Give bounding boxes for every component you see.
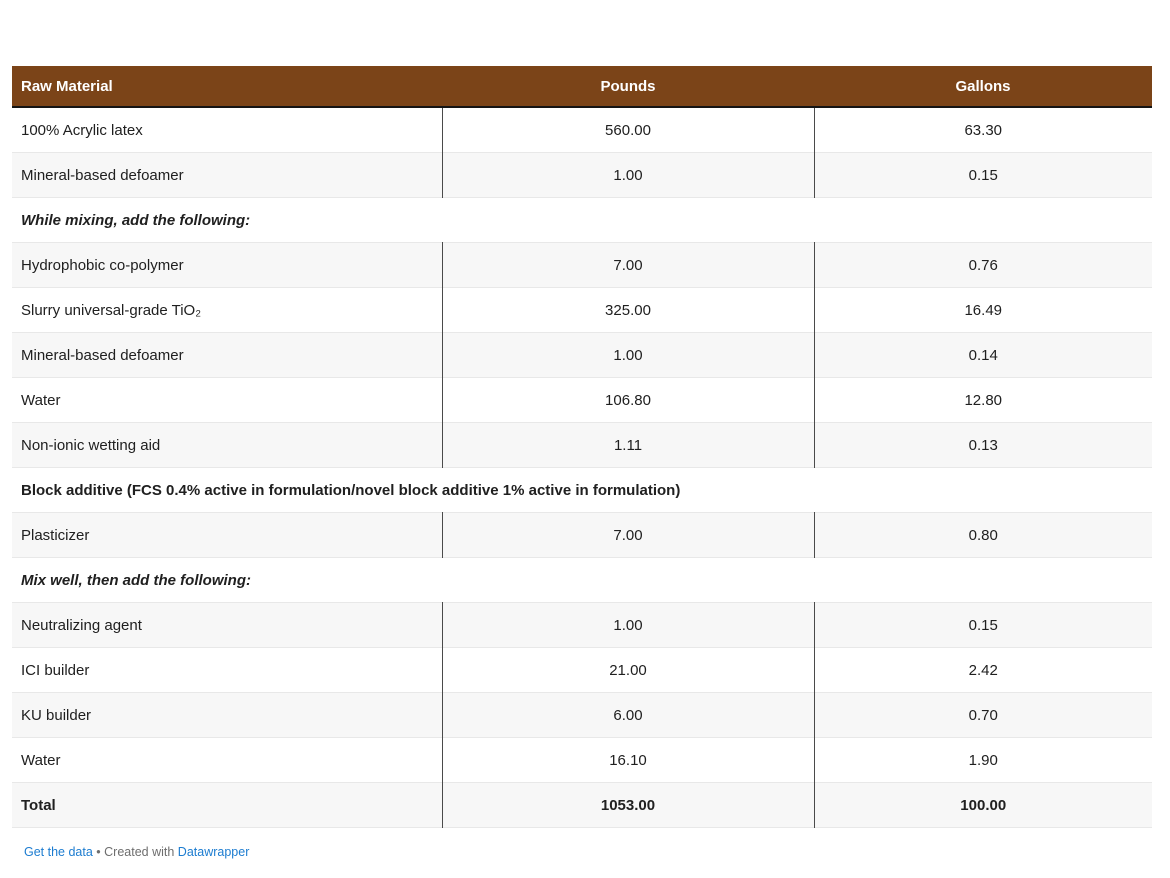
cell-raw-material: Hydrophobic co-polymer xyxy=(21,256,184,274)
table-row: KU builder 6.00 0.70 xyxy=(12,692,1152,738)
cell-pounds: 1.00 xyxy=(441,602,814,648)
cell-raw-material: Total xyxy=(21,796,56,814)
cell-pounds: 16.10 xyxy=(441,737,814,783)
attribution-footer: Get the data • Created with Datawrapper xyxy=(24,845,1152,859)
cell-pounds: 1.00 xyxy=(441,152,814,198)
cell-gallons: 100.00 xyxy=(813,782,1152,828)
col-header-raw-material: Raw Material xyxy=(12,66,442,108)
section-label: Mix well, then add the following: xyxy=(21,571,251,589)
table-row: Slurry universal-grade TiO₂ 325.00 16.49 xyxy=(12,287,1152,333)
section-label: Block additive (FCS 0.4% active in formu… xyxy=(21,481,681,499)
get-the-data-link[interactable]: Get the data xyxy=(24,845,93,859)
cell-gallons: 0.70 xyxy=(813,692,1152,738)
total-row: Total 1053.00 100.00 xyxy=(12,782,1152,828)
section-label: While mixing, add the following: xyxy=(21,211,251,229)
datawrapper-link[interactable]: Datawrapper xyxy=(177,845,250,859)
cell-pounds: 560.00 xyxy=(441,107,814,153)
cell-pounds: 7.00 xyxy=(441,242,814,288)
cell-pounds: 21.00 xyxy=(441,647,814,693)
cell-raw-material: Plasticizer xyxy=(21,526,90,544)
col-header-pounds: Pounds xyxy=(442,66,814,108)
cell-pounds: 7.00 xyxy=(441,512,814,558)
table-row: Plasticizer 7.00 0.80 xyxy=(12,512,1152,558)
cell-gallons: 0.15 xyxy=(813,602,1152,648)
col-header-gallons: Gallons xyxy=(814,66,1152,108)
table-row: Non-ionic wetting aid 1.11 0.13 xyxy=(12,422,1152,468)
cell-raw-material: 100% Acrylic latex xyxy=(21,121,143,139)
cell-gallons: 16.49 xyxy=(813,287,1152,333)
section-row: Mix well, then add the following: xyxy=(12,557,1152,603)
cell-raw-material: Neutralizing agent xyxy=(21,616,142,634)
cell-raw-material: Water xyxy=(21,751,61,769)
formulation-table: Raw Material Pounds Gallons 100% Acrylic… xyxy=(12,66,1152,828)
table-row: Mineral-based defoamer 1.00 0.14 xyxy=(12,332,1152,378)
cell-raw-material: ICI builder xyxy=(21,661,90,679)
datawrapper-table-embed: Raw Material Pounds Gallons 100% Acrylic… xyxy=(12,66,1152,859)
cell-gallons: 0.13 xyxy=(813,422,1152,468)
footer-separator: • xyxy=(92,845,105,859)
cell-raw-material: Water xyxy=(21,391,61,409)
section-row: While mixing, add the following: xyxy=(12,197,1152,243)
cell-pounds: 106.80 xyxy=(441,377,814,423)
cell-gallons: 0.14 xyxy=(813,332,1152,378)
table-row: Water 16.10 1.90 xyxy=(12,737,1152,783)
header-row: Raw Material Pounds Gallons xyxy=(12,66,1152,108)
cell-gallons: 0.15 xyxy=(813,152,1152,198)
cell-gallons: 1.90 xyxy=(813,737,1152,783)
cell-pounds: 325.00 xyxy=(441,287,814,333)
cell-raw-material: Mineral-based defoamer xyxy=(21,166,184,184)
table-header: Raw Material Pounds Gallons xyxy=(12,66,1152,108)
cell-raw-material: Mineral-based defoamer xyxy=(21,346,184,364)
cell-gallons: 0.76 xyxy=(813,242,1152,288)
cell-gallons: 2.42 xyxy=(813,647,1152,693)
cell-raw-material: Non-ionic wetting aid xyxy=(21,436,161,454)
created-with-text: Created with xyxy=(104,845,178,859)
table-body: 100% Acrylic latex 560.00 63.30 Mineral-bas… xyxy=(12,107,1152,828)
cell-pounds: 1053.00 xyxy=(441,782,814,828)
table-row: Neutralizing agent 1.00 0.15 xyxy=(12,602,1152,648)
cell-pounds: 6.00 xyxy=(441,692,814,738)
cell-raw-material: Slurry universal-grade TiO₂ xyxy=(21,301,202,319)
cell-gallons: 0.80 xyxy=(813,512,1152,558)
table-row: Hydrophobic co-polymer 7.00 0.76 xyxy=(12,242,1152,288)
table-row: Water 106.80 12.80 xyxy=(12,377,1152,423)
cell-pounds: 1.11 xyxy=(441,422,814,468)
table-row: 100% Acrylic latex 560.00 63.30 xyxy=(12,107,1152,153)
cell-gallons: 12.80 xyxy=(813,377,1152,423)
cell-pounds: 1.00 xyxy=(441,332,814,378)
table-row: ICI builder 21.00 2.42 xyxy=(12,647,1152,693)
section-row: Block additive (FCS 0.4% active in formu… xyxy=(12,467,1152,513)
cell-gallons: 63.30 xyxy=(813,107,1152,153)
cell-raw-material: KU builder xyxy=(21,706,92,724)
table-row: Mineral-based defoamer 1.00 0.15 xyxy=(12,152,1152,198)
